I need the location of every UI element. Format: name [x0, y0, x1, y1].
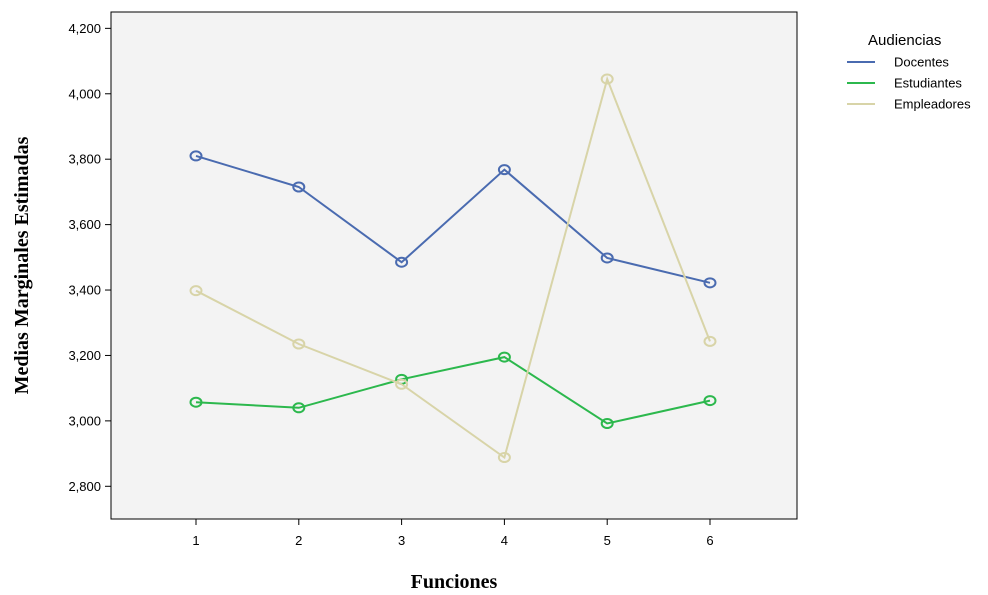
legend-title: Audiencias: [868, 32, 941, 49]
data-point: [600, 73, 614, 85]
data-point: [600, 252, 614, 264]
y-axis-title: Medias Marginales Estimadas: [11, 136, 33, 394]
data-point: [292, 402, 306, 414]
data-point: [703, 335, 717, 347]
data-point: [395, 256, 409, 268]
data-point: [189, 150, 203, 162]
y-tick-label: 3,000: [68, 413, 101, 428]
plot-area: [110, 11, 798, 520]
legend-label: Docentes: [894, 55, 949, 70]
legend: Audiencias Docentes Estudiantes Empleadore…: [847, 32, 971, 112]
series-estudiantes: [189, 351, 717, 429]
y-axis: 2,800 3,000 3,200 3,400 3,600 3,800 4,000 4,200: [68, 21, 111, 494]
y-tick-label: 3,200: [68, 348, 101, 363]
legend-item: Estudiantes: [847, 76, 962, 91]
data-point: [292, 181, 306, 193]
series-line: [195, 75, 711, 460]
data-point: [497, 452, 511, 464]
x-tick-label: 1: [192, 533, 199, 548]
y-tick-label: 4,000: [68, 86, 101, 101]
x-tick-label: 6: [706, 533, 713, 548]
legend-item: Empleadores: [847, 97, 971, 112]
data-point: [703, 395, 717, 407]
data-point: [497, 351, 511, 363]
y-tick-label: 2,800: [68, 479, 101, 494]
y-tick-label: 4,200: [68, 21, 101, 36]
legend-label: Estudiantes: [894, 76, 962, 91]
series-docentes: [189, 150, 717, 289]
x-tick-label: 2: [295, 533, 302, 548]
y-tick-label: 3,600: [68, 217, 101, 232]
y-tick-label: 3,400: [68, 283, 101, 298]
x-axis: 1 2 3 4 5 6: [192, 519, 714, 548]
x-tick-label: 5: [604, 533, 611, 548]
x-axis-title: Funciones: [411, 571, 498, 593]
data-point: [292, 338, 306, 350]
series-line: [195, 356, 711, 425]
data-point: [600, 417, 614, 429]
y-tick-label: 3,800: [68, 152, 101, 167]
data-point: [189, 396, 203, 408]
data-point: [189, 285, 203, 297]
series-layer: [189, 73, 717, 464]
legend-item: Docentes: [847, 55, 949, 70]
x-tick-label: 3: [398, 533, 405, 548]
series-line: [195, 154, 711, 284]
data-point: [497, 164, 511, 176]
legend-label: Empleadores: [894, 97, 971, 112]
data-point: [703, 277, 717, 289]
data-point: [395, 378, 409, 390]
x-tick-label: 4: [501, 533, 508, 548]
series-empleadores: [189, 73, 717, 464]
